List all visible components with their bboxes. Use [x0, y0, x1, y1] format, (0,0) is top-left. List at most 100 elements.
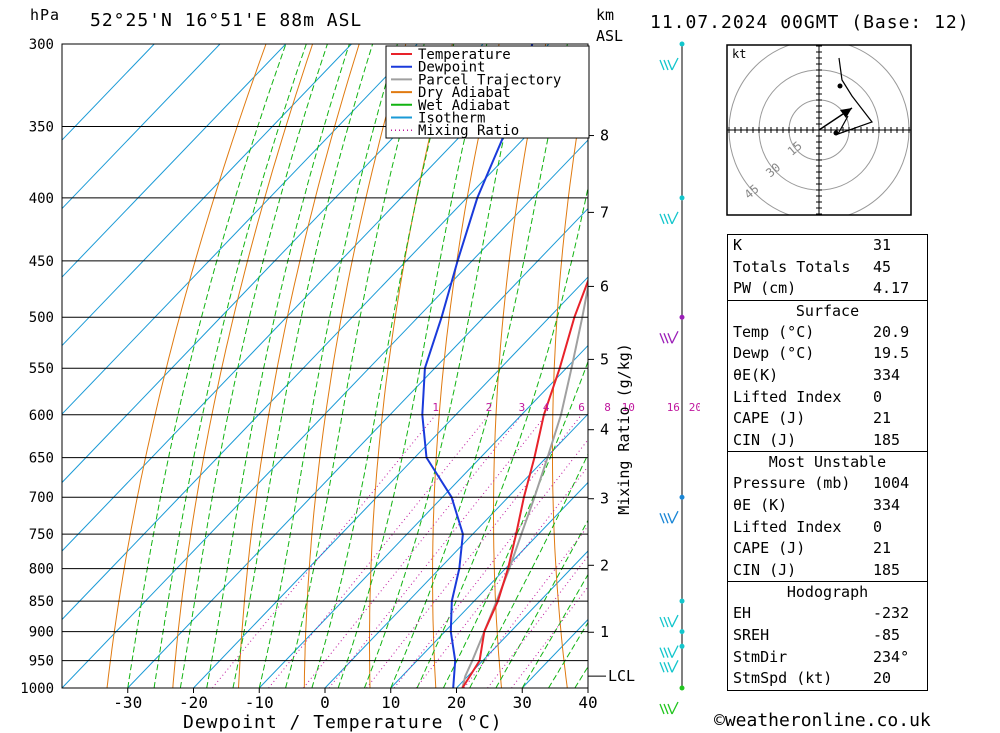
isotherm-line — [324, 413, 588, 688]
asl-unit-label: ASL — [596, 27, 624, 45]
temperature-tick-label: -20 — [179, 693, 208, 712]
isotherm-line — [62, 44, 155, 141]
wind-level-marker — [679, 314, 685, 320]
pressure-tick-label: 350 — [29, 119, 54, 135]
mixing-ratio-line — [393, 438, 588, 688]
isotherm-line — [62, 44, 352, 347]
dewpoint-line — [421, 44, 534, 688]
isotherm-line — [62, 70, 588, 621]
index-row-totals: Totals Totals 45 — [733, 257, 892, 276]
legend-label: Isotherm — [418, 111, 485, 127]
wind-barb — [659, 330, 679, 344]
wind-barb — [659, 701, 679, 715]
mixing-ratio-label: 16 — [667, 401, 680, 414]
mixing-ratio-line — [268, 414, 490, 688]
hodograph-ring-label: 30 — [763, 160, 783, 180]
wind-level-marker — [679, 643, 685, 649]
dry-adiabat-line — [369, 44, 453, 688]
surface-row: CIN (J) 185 — [733, 430, 901, 449]
mixing-ratio-axis-title: Mixing Ratio (g/kg) — [615, 343, 633, 515]
temperature-tick-label: 10 — [381, 693, 400, 712]
wet-adiabat-line — [258, 44, 398, 688]
isotherm-line — [62, 44, 221, 210]
pressure-tick-label: 500 — [29, 310, 54, 326]
isotherm-line — [654, 44, 700, 688]
wind-level-marker — [679, 685, 685, 691]
indices-most-unstable: Most Unstable Pressure (mb) 1004 θE (K) 33… — [728, 451, 927, 581]
pressure-tick-label: 400 — [29, 191, 54, 207]
pressure-tick-label: 800 — [29, 562, 54, 578]
wet-adiabat-line — [127, 44, 287, 688]
location-title: 52°25'N 16°51'E 88m ASL — [90, 10, 363, 31]
wind-barb — [659, 57, 679, 71]
hpa-unit-label: hPa — [30, 6, 61, 24]
surface-row: CAPE (J) 21 — [733, 409, 892, 428]
wind-barb — [659, 211, 679, 225]
legend-box — [385, 45, 590, 139]
hodo-row: EH -232 — [733, 604, 910, 623]
mu-row: CIN (J) 185 — [733, 560, 901, 579]
km-tick-label: 1 — [600, 623, 609, 641]
hodograph-point — [837, 83, 843, 89]
mixing-ratio-line — [366, 414, 582, 688]
isotherm-line — [127, 207, 588, 688]
isotherm-line — [258, 344, 588, 688]
mu-row: CAPE (J) 21 — [733, 539, 892, 558]
wet-adiabat-line — [285, 44, 425, 688]
datetime-title: 11.07.2024 00GMT (Base: 12) — [650, 12, 970, 33]
mu-row: Pressure (mb) 1004 — [733, 474, 910, 493]
legend-label: Mixing Ratio — [418, 123, 519, 139]
hodograph-title: Hodograph — [786, 583, 869, 602]
hodograph-ring-label: 15 — [785, 139, 805, 159]
dry-adiabat-line — [238, 44, 360, 688]
temperature-tick-label: 0 — [320, 693, 330, 712]
isotherm-line — [62, 139, 588, 688]
pressure-tick-label: 300 — [29, 37, 54, 53]
legend-label: Wet Adiabat — [418, 98, 511, 114]
pressure-tick-label: 700 — [29, 490, 54, 506]
km-unit-label: km — [596, 6, 615, 24]
km-tick-label: 8 — [600, 127, 609, 145]
mixing-ratio-line — [328, 414, 547, 688]
hodo-row: SREH -85 — [733, 625, 901, 644]
wind-barb — [659, 645, 679, 658]
wet-adiabat-line — [521, 573, 588, 688]
wet-adiabat-line — [153, 44, 307, 688]
mixing-ratio-label: 20 — [689, 401, 700, 414]
indices-general: K 31 Totals Totals 45 PW (cm) 4.17 — [728, 235, 927, 300]
hodograph-trace — [836, 57, 873, 136]
mu-row: Lifted Index 0 — [733, 517, 883, 536]
indices-hodograph: Hodograph EH -232 SREH -85 StmDir 234° StmS… — [728, 581, 927, 689]
lcl-label: LCL — [608, 667, 635, 685]
wind-barb — [659, 510, 679, 524]
mixing-ratio-label: 2 — [486, 401, 493, 414]
isotherm-line — [62, 44, 484, 484]
hodo-row: StmSpd (kt) 20 — [733, 669, 892, 688]
indices-table: K 31 Totals Totals 45 PW (cm) 4.17 Surface … — [727, 234, 928, 691]
storm-motion-arrowhead — [840, 108, 852, 118]
skew-t-chart: 3003504004505005506006507007508008509009… — [20, 37, 700, 715]
isotherm-line — [193, 276, 588, 688]
wet-adiabat-line — [495, 519, 588, 688]
indices-surface: Surface Temp (°C) 20.9 Dewp (°C) 19.5 θE(K… — [728, 299, 927, 452]
temperature-tick-label: -10 — [245, 693, 274, 712]
pressure-tick-label: 850 — [29, 594, 54, 610]
mixing-ratio-label: 6 — [578, 401, 585, 414]
pressure-tick-label: 550 — [29, 361, 54, 377]
temperature-tick-label: 30 — [513, 693, 532, 712]
legend-label: Dewpoint — [418, 60, 485, 76]
km-tick-label: 3 — [600, 490, 609, 508]
mixing-ratio-line — [463, 525, 588, 688]
pressure-tick-label: 1000 — [20, 681, 54, 697]
legend-label: Temperature — [418, 47, 511, 63]
wind-level-marker — [679, 195, 685, 201]
isotherm-line — [456, 550, 588, 688]
wind-level-marker — [679, 494, 685, 500]
credit-link[interactable]: ©weatheronline.co.uk — [714, 710, 931, 731]
temperature-tick-label: 40 — [578, 693, 597, 712]
most-unstable-title: Most Unstable — [768, 453, 887, 472]
pressure-tick-label: 450 — [29, 254, 54, 270]
index-row-k: K 31 — [733, 236, 892, 254]
surface-row: Lifted Index 0 — [733, 387, 883, 406]
